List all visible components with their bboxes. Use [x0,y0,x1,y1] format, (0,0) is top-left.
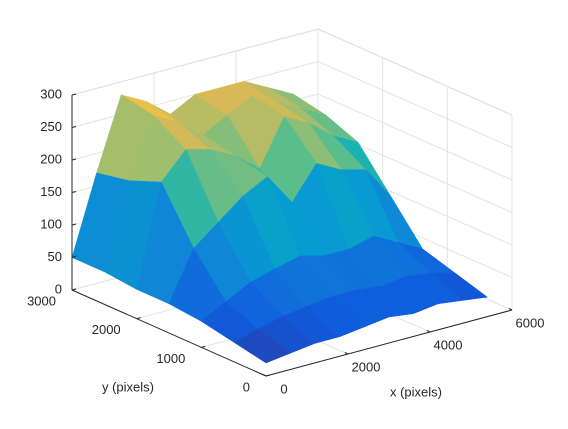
z-tick-label: 100 [40,216,62,231]
x-tick-label: 6000 [516,315,545,330]
z-tick-label: 0 [55,281,62,296]
y-tick-label: 1000 [156,351,185,366]
z-tick [71,191,77,193]
x-tick [426,330,431,333]
y-axis [71,289,267,377]
z-tick-label: 250 [40,119,62,134]
z-tick [71,158,77,161]
x-tick [508,308,513,311]
z-tick [71,223,77,226]
y-tick-label: 3000 [27,293,56,308]
y-tick-label: 2000 [92,322,121,337]
surface-patch [233,328,292,364]
y-tick [71,288,77,291]
x-axis [265,309,513,377]
z-tick-label: 300 [40,86,62,101]
y-tick [265,374,271,377]
x-tick-label: 4000 [434,337,463,352]
y-tick [136,317,141,320]
z-tick-label: 50 [48,249,62,264]
y-axis-label: y (pixels) [102,379,154,394]
z-tick [71,93,77,96]
z-tick-label: 200 [40,151,62,166]
z-tick [71,126,77,128]
z-tick [71,256,77,258]
x-tick [262,374,267,377]
z-tick-label: 150 [40,184,62,199]
y-tick [201,345,206,348]
x-tick [344,352,349,355]
y-tick-label: 0 [243,379,250,394]
x-tick-label: 0 [280,381,287,396]
x-tick-label: 2000 [352,359,381,374]
x-axis-label: x (pixels) [390,384,442,399]
